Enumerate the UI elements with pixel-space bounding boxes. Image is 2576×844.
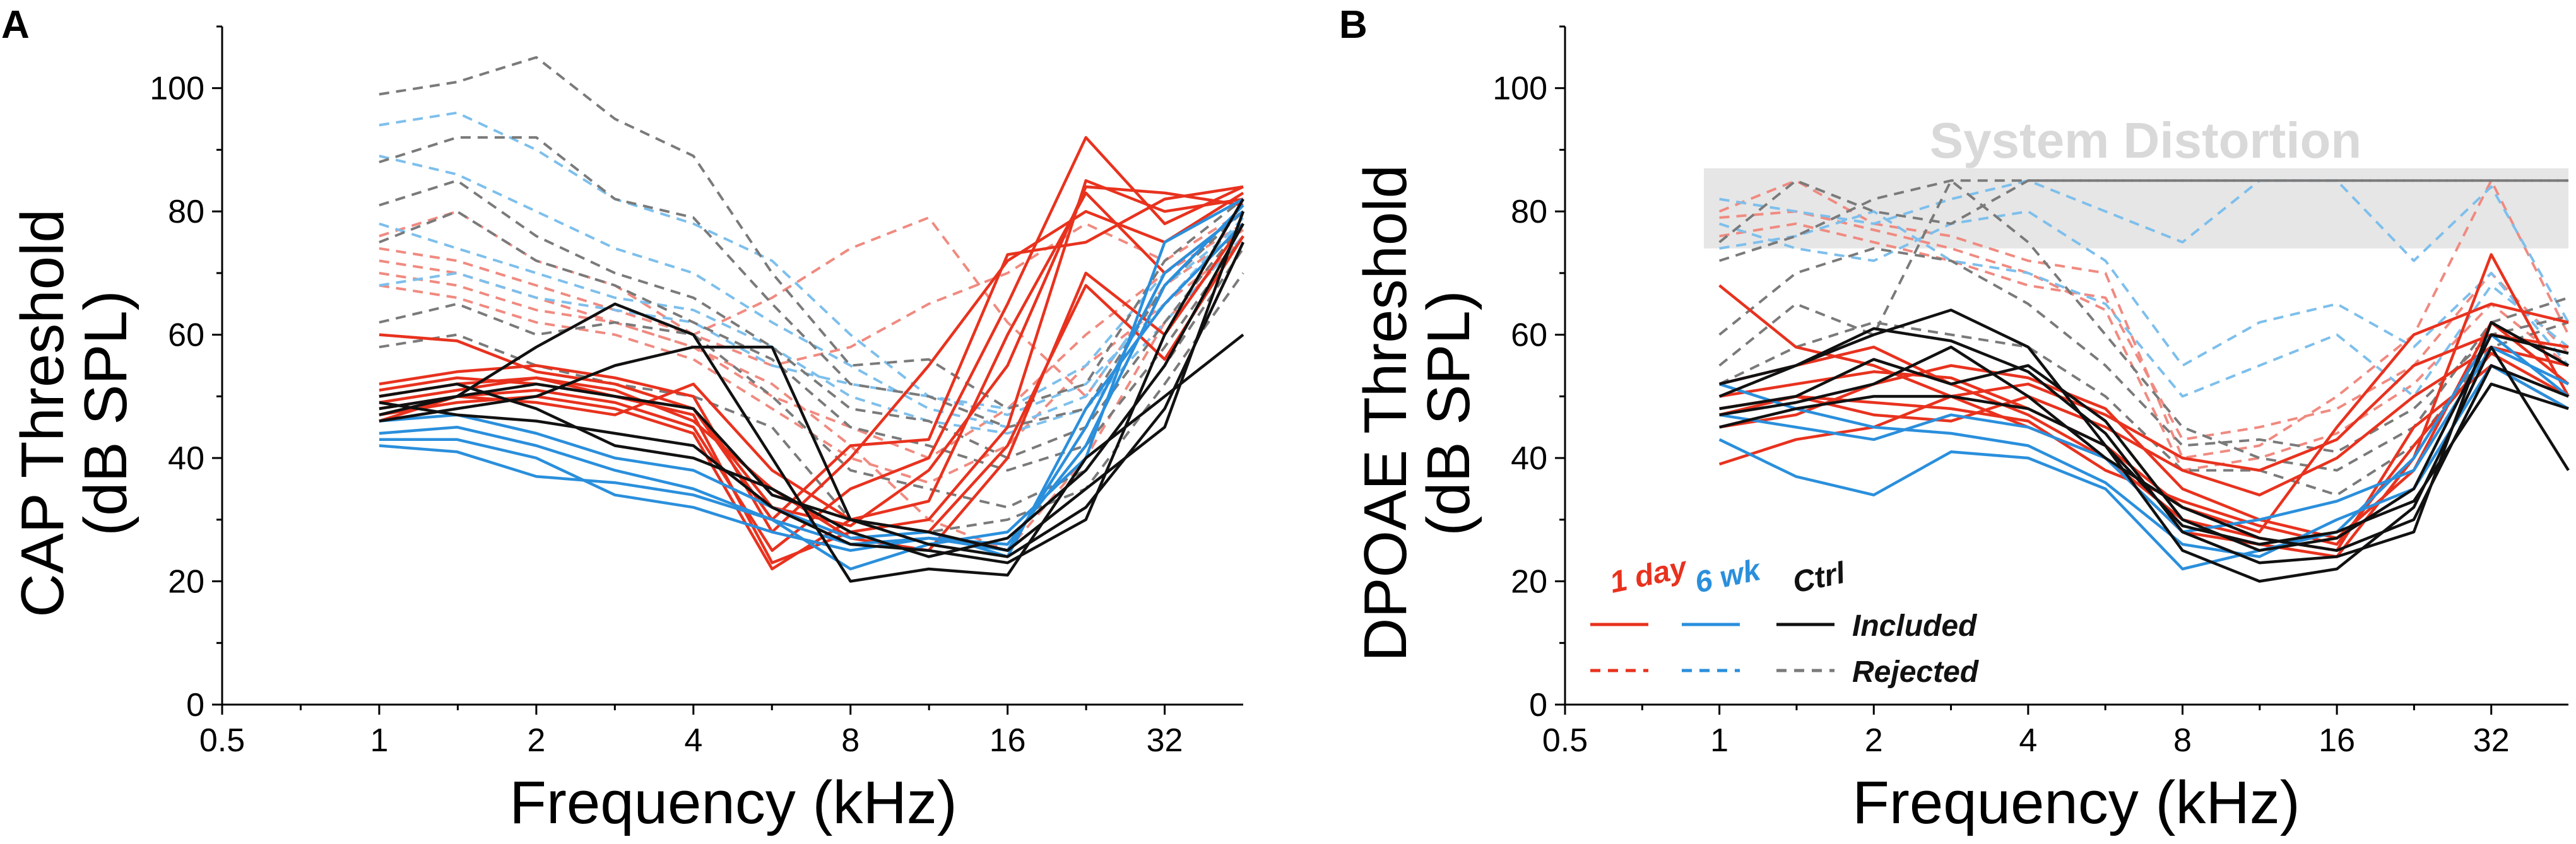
legend-label-1-day: 1 day bbox=[1607, 551, 1691, 600]
x-tick-label: 4 bbox=[684, 722, 702, 759]
y-tick-label: 40 bbox=[168, 440, 204, 477]
series-line-ctrl-rejected bbox=[379, 179, 1244, 460]
series-line-wk6-included bbox=[1718, 333, 2570, 571]
series-line-wk6-included bbox=[379, 210, 1244, 552]
series-line-day1-included bbox=[379, 185, 1244, 522]
series-line-ctrl-included bbox=[379, 211, 1245, 552]
y-tick-label: 60 bbox=[1511, 317, 1547, 354]
x-tick-label: 0.5 bbox=[199, 722, 245, 759]
series-line-day1-included bbox=[1719, 320, 2570, 540]
y-tick-label: 100 bbox=[1492, 71, 1547, 107]
series-line-ctrl-rejected bbox=[379, 272, 1244, 534]
series-line-wk6-included bbox=[379, 204, 1244, 546]
series-line-day1-included bbox=[379, 185, 1244, 527]
y-tick-label: 0 bbox=[186, 687, 204, 724]
series-line-wk6-rejected bbox=[1718, 210, 2570, 367]
series-line-day1-rejected bbox=[1719, 210, 2570, 472]
series-line-ctrl-included bbox=[1719, 382, 2569, 546]
series-line-ctrl-rejected bbox=[1718, 247, 2569, 454]
series-line-wk6-included bbox=[1718, 364, 2570, 558]
y-tick-label: 20 bbox=[1511, 564, 1547, 601]
series-line-ctrl-included bbox=[1719, 333, 2569, 552]
series-line-wk6-included bbox=[379, 223, 1244, 558]
series-line-ctrl-rejected bbox=[379, 210, 1244, 472]
y-tick-label: 20 bbox=[168, 564, 204, 601]
x-tick-label: 2 bbox=[1865, 722, 1883, 759]
y-tick-label: 40 bbox=[1511, 440, 1547, 477]
x-tick-label: 4 bbox=[2019, 722, 2037, 759]
series-line-wk6-rejected bbox=[379, 222, 1244, 435]
y-tick-label: 60 bbox=[168, 317, 204, 354]
panel-a-rejected-lines bbox=[379, 56, 1244, 552]
panel-a-ylabel-line2: (dB SPL) bbox=[72, 290, 139, 536]
panel-b-ylabel-line2: (dB SPL) bbox=[1415, 290, 1482, 536]
series-line-wk6-included bbox=[1719, 345, 2569, 534]
series-line-day1-included bbox=[1718, 333, 2569, 472]
panel-b-y-ticks: 0 20 40 60 80 100 bbox=[1492, 25, 1565, 724]
series-line-ctrl-rejected bbox=[1718, 179, 2569, 472]
series-line-day1-included bbox=[379, 223, 1244, 552]
series-line-ctrl-included bbox=[379, 198, 1244, 565]
y-tick-label: 80 bbox=[168, 194, 204, 230]
panel-a-x-ticks: 0.5 1 2 4 8 16 32 bbox=[199, 705, 1183, 759]
series-line-day1-rejected bbox=[379, 235, 1244, 552]
y-tick-label: 100 bbox=[150, 71, 204, 107]
panel-a-ylabel-line1: CAP Threshold bbox=[9, 209, 76, 617]
panel-b-xlabel: Frequency (kHz) bbox=[1852, 769, 2300, 836]
panel-b-rejected-lines bbox=[1718, 179, 2570, 496]
legend-label-rejected: Rejected bbox=[1852, 655, 1980, 689]
series-line-ctrl-included bbox=[379, 302, 1244, 583]
system-distortion-label: System Distortion bbox=[1930, 112, 2362, 168]
series-line-day1-included bbox=[379, 235, 1244, 534]
x-tick-label: 32 bbox=[2473, 722, 2510, 759]
series-line-day1-rejected bbox=[1719, 222, 2570, 441]
series-line-ctrl-rejected bbox=[379, 136, 1244, 429]
x-tick-label: 16 bbox=[2319, 722, 2355, 759]
panel-a-letter: A bbox=[1, 3, 30, 47]
panel-a-included-lines bbox=[379, 136, 1245, 583]
panel-b: B DPOAE Threshold (dB SPL) Frequency (kH… bbox=[1339, 3, 2570, 836]
panel-a-xlabel: Frequency (kHz) bbox=[509, 769, 957, 836]
series-line-wk6-rejected bbox=[379, 111, 1244, 410]
x-tick-label: 16 bbox=[990, 722, 1026, 759]
panel-b-included-lines bbox=[1718, 253, 2570, 583]
series-line-ctrl-rejected bbox=[1718, 179, 2568, 262]
legend: 1 day 6 wk Ctrl Included Rejected bbox=[1590, 551, 1980, 689]
series-line-ctrl-rejected bbox=[1718, 179, 2568, 243]
series-line-wk6-rejected bbox=[1719, 179, 2570, 324]
y-tick-label: 0 bbox=[1529, 687, 1547, 724]
legend-label-ctrl: Ctrl bbox=[1790, 556, 1849, 599]
panel-b-x-ticks: 0.5 1 2 4 8 16 32 bbox=[1542, 705, 2510, 759]
panel-a-y-ticks: 0 20 40 60 80 100 bbox=[150, 25, 222, 724]
series-line-ctrl-rejected bbox=[379, 56, 1244, 410]
legend-label-included: Included bbox=[1852, 609, 1978, 643]
y-tick-label: 80 bbox=[1511, 194, 1547, 230]
series-line-wk6-rejected bbox=[379, 216, 1244, 416]
legend-label-6-wk: 6 wk bbox=[1692, 553, 1764, 600]
x-tick-label: 8 bbox=[841, 722, 860, 759]
series-line-wk6-rejected bbox=[1719, 210, 2570, 398]
x-tick-label: 1 bbox=[1710, 722, 1728, 759]
x-tick-label: 2 bbox=[527, 722, 545, 759]
series-line-day1-included bbox=[1719, 345, 2570, 552]
x-tick-label: 0.5 bbox=[1542, 722, 1588, 759]
panel-a: A CAP Threshold (dB SPL) Frequency (kHz)… bbox=[1, 3, 1245, 836]
series-line-day1-rejected bbox=[379, 223, 1244, 460]
x-tick-label: 1 bbox=[370, 722, 388, 759]
series-line-ctrl-included bbox=[1719, 345, 2569, 552]
panel-b-letter: B bbox=[1339, 3, 1368, 47]
series-line-day1-included bbox=[1719, 302, 2569, 534]
x-tick-label: 8 bbox=[2173, 722, 2192, 759]
x-tick-label: 32 bbox=[1147, 722, 1183, 759]
series-line-ctrl-included bbox=[379, 223, 1244, 558]
panel-b-ylabel-line1: DPOAE Threshold bbox=[1352, 165, 1419, 662]
